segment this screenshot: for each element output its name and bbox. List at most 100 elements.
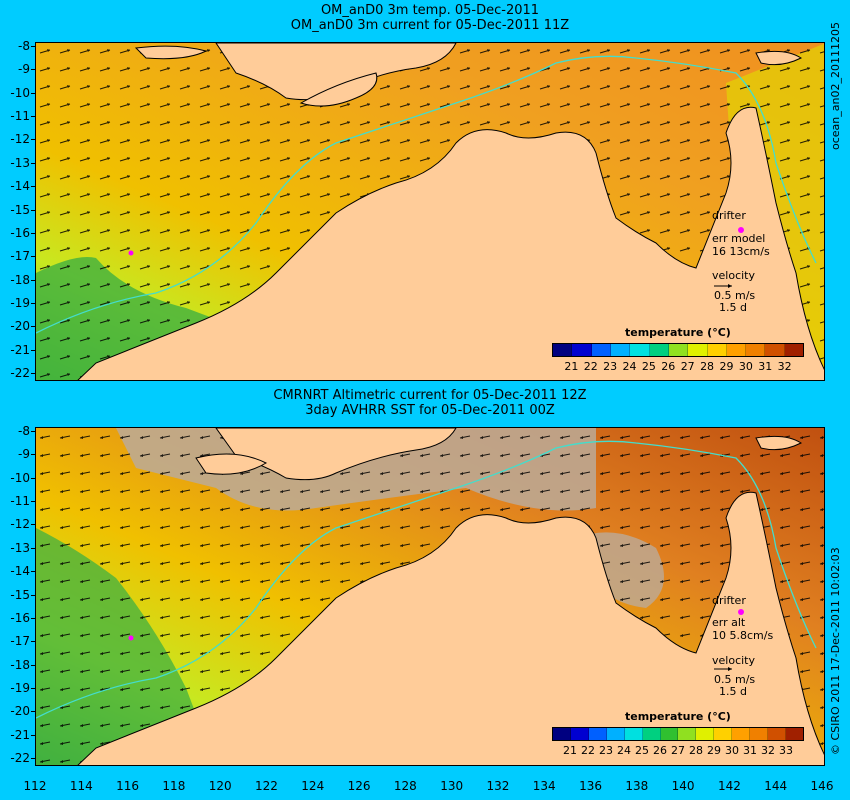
bottom-map-svg — [36, 428, 824, 765]
colorbar-label: 21 — [564, 360, 579, 373]
top-legend-err-line2: 16 13cm/s — [712, 245, 770, 258]
top-map-panel — [35, 42, 825, 381]
x-tick-label: 130 — [440, 779, 464, 793]
y-tick-label: -15 — [10, 587, 30, 602]
colorbar-swatch — [768, 728, 786, 740]
colorbar-label: 26 — [653, 744, 667, 757]
colorbar-swatch — [714, 728, 733, 740]
colorbar-label: 32 — [761, 744, 775, 757]
colorbar-swatch — [591, 344, 611, 356]
bottom-colorbar-title: temperature (°C) — [625, 710, 731, 723]
colorbar-swatch — [630, 344, 650, 356]
x-tick-label: 116 — [116, 779, 140, 793]
y-tick-label: -11 — [10, 109, 30, 124]
y-tick-mark — [31, 501, 35, 503]
colorbar-label: 21 — [563, 744, 577, 757]
top-side-label: ocean_an02_20111205 — [829, 22, 842, 150]
y-tick-mark — [31, 711, 35, 713]
colorbar-swatch — [732, 728, 751, 740]
top-legend-velocity: velocity — [712, 269, 755, 282]
x-tick-label: 142 — [717, 779, 741, 793]
y-tick-label: -17 — [10, 249, 30, 264]
colorbar-label: 24 — [622, 360, 637, 373]
y-tick-mark — [31, 46, 35, 47]
north-land — [215, 428, 457, 481]
y-tick-label: -18 — [10, 657, 30, 672]
y-tick-mark — [31, 641, 35, 643]
bottom-map-panel — [35, 427, 825, 766]
colorbar-swatch — [553, 728, 571, 740]
colorbar-label: 33 — [779, 744, 793, 757]
y-tick-label: -21 — [10, 727, 30, 742]
x-tick-label: 134 — [532, 779, 556, 793]
legend-velocity-arrowhead — [728, 667, 732, 671]
colorbar-swatch — [624, 728, 643, 740]
y-tick-mark — [31, 734, 35, 736]
y-tick-label: -20 — [10, 319, 30, 334]
y-tick-mark — [31, 454, 35, 456]
colorbar-label: 22 — [581, 744, 595, 757]
colorbar-swatch — [668, 344, 689, 356]
colorbar-label: 25 — [641, 360, 656, 373]
colorbar-label: 28 — [689, 744, 703, 757]
colorbar-swatch — [553, 344, 573, 356]
top-title-line1: OM_anD0 3m temp. 05-Dec-2011 — [320, 3, 540, 18]
y-tick-mark — [31, 92, 35, 94]
colorbar-label: 29 — [719, 360, 734, 373]
colorbar-label: 31 — [758, 360, 773, 373]
y-tick-label: -8 — [18, 424, 30, 438]
colorbar-swatch — [750, 728, 769, 740]
colorbar-swatch — [606, 728, 625, 740]
y-tick-label: -18 — [10, 272, 30, 287]
colorbar-swatch — [688, 344, 708, 356]
y-tick-label: -19 — [10, 295, 30, 310]
top-legend-days: 1.5 d — [719, 301, 747, 314]
colorbar-label: 23 — [603, 360, 618, 373]
x-tick-label: 114 — [69, 779, 93, 793]
y-tick-mark — [31, 302, 35, 304]
colorbar-swatch — [610, 344, 631, 356]
isobath-line — [36, 55, 817, 334]
y-tick-label: -16 — [10, 610, 30, 625]
x-tick-label: 124 — [301, 779, 325, 793]
y-tick-label: -20 — [10, 704, 30, 719]
colorbar-swatch — [696, 728, 715, 740]
y-tick-mark — [31, 477, 35, 479]
y-tick-label: -22 — [10, 366, 30, 380]
bottom-title-line1: CMRNRT Altimetric current for 05-Dec-201… — [273, 388, 587, 403]
colorbar-swatch — [678, 728, 697, 740]
island-3 — [755, 50, 802, 66]
y-tick-mark — [31, 594, 35, 596]
y-tick-label: -14 — [10, 564, 30, 579]
y-tick-mark — [31, 664, 35, 666]
y-tick-mark — [31, 758, 35, 759]
colorbar-swatch — [572, 344, 592, 356]
legend-velocity-arrowhead — [728, 284, 732, 288]
island-2 — [134, 45, 208, 60]
colorbar-label: 32 — [777, 360, 792, 373]
top-colorbar — [552, 343, 804, 357]
y-tick-mark — [31, 524, 35, 526]
colorbar-label: 29 — [707, 744, 721, 757]
y-tick-label: -8 — [18, 39, 30, 53]
colorbar-label: 27 — [680, 360, 695, 373]
y-tick-mark — [31, 116, 35, 118]
y-tick-mark — [31, 279, 35, 281]
colorbar-swatch — [785, 728, 803, 740]
australia-land — [77, 106, 824, 380]
colorbar-label: 22 — [583, 360, 598, 373]
colorbar-label: 25 — [635, 744, 649, 757]
colorbar-swatch — [642, 728, 661, 740]
bottom-legend-days: 1.5 d — [719, 685, 747, 698]
y-tick-mark — [31, 431, 35, 432]
top-map-svg — [36, 43, 824, 380]
bottom-legend-speed: 0.5 m/s — [714, 673, 756, 686]
y-tick-mark — [31, 186, 35, 188]
x-tick-label: 144 — [764, 779, 788, 793]
y-tick-label: -12 — [10, 517, 30, 532]
colorbar-swatch — [660, 728, 679, 740]
top-legend-speed: 0.5 m/s — [714, 289, 756, 302]
colorbar-label: 27 — [671, 744, 685, 757]
bottom-colorbar — [552, 727, 804, 741]
y-tick-mark — [31, 162, 35, 164]
